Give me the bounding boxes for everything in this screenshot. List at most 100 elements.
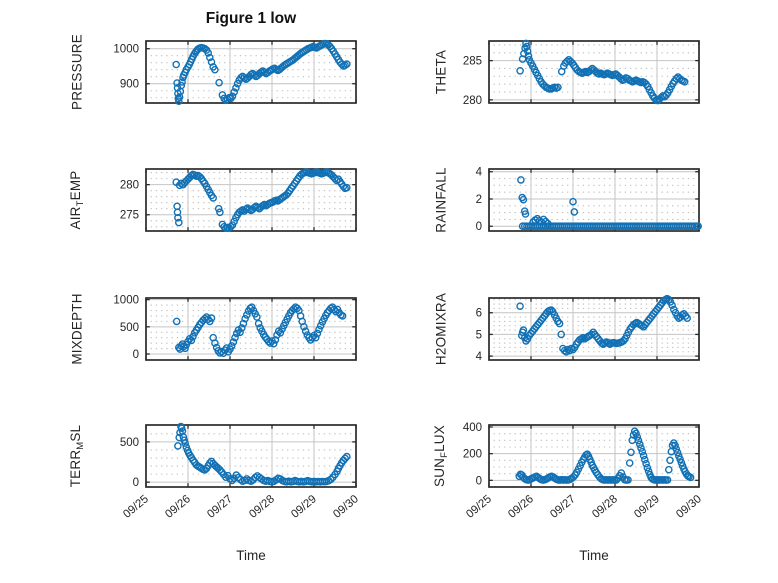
x-tick-label: 09/25 xyxy=(464,493,494,521)
data-point-marker xyxy=(313,329,322,338)
data-point-marker xyxy=(516,302,524,311)
data-point-marker xyxy=(172,60,180,69)
data-point-marker xyxy=(523,42,531,51)
data-point-marker xyxy=(227,342,236,350)
data-point-marker xyxy=(207,314,216,322)
data-point-marker xyxy=(229,338,238,346)
ylabel-sun_flux: SUNFLUX xyxy=(432,425,450,487)
data-point-marker xyxy=(624,476,632,484)
data-point-marker xyxy=(570,208,579,216)
ylabel-text: MIXDEPTH xyxy=(69,293,85,365)
data-points-mixdepth xyxy=(172,303,347,358)
ylabel-text: PRESSURE xyxy=(69,34,85,110)
data-point-marker xyxy=(686,473,695,482)
xlabel-time-left: Time xyxy=(236,548,266,563)
data-point-marker xyxy=(554,83,562,92)
data-point-marker xyxy=(205,53,214,62)
x-tick-label: 09/29 xyxy=(632,493,662,521)
data-point-marker xyxy=(326,475,335,484)
data-point-marker xyxy=(519,195,528,204)
data-point-marker xyxy=(216,208,224,217)
ylabel-h2omixra: H2OMIXRA xyxy=(434,293,449,365)
y-tick-label: 1000 xyxy=(113,44,139,56)
data-point-marker xyxy=(237,324,246,332)
x-tick-label: 09/30 xyxy=(674,493,704,521)
ylabel-text: THETA xyxy=(433,49,449,95)
axes-box xyxy=(145,40,357,104)
data-points-theta xyxy=(516,39,689,105)
axes-box xyxy=(145,168,357,232)
data-point-marker xyxy=(637,444,645,452)
data-point-marker xyxy=(174,97,183,105)
data-point-marker xyxy=(519,326,528,334)
y-tick-label: 0 xyxy=(133,349,139,361)
data-point-marker xyxy=(316,321,325,330)
subplot-theta: 280 285 xyxy=(463,39,700,107)
data-point-marker xyxy=(668,301,676,310)
data-point-marker xyxy=(211,65,219,74)
data-point-marker xyxy=(666,456,674,465)
data-point-marker xyxy=(204,49,212,57)
subplot-sun_flux: 0 200 400 09/25 09/26 09/27 09/28 09/29 09/30 xyxy=(463,422,704,521)
data-point-marker xyxy=(228,476,236,485)
y-tick-label: 0 xyxy=(133,477,139,489)
data-point-marker xyxy=(620,75,629,84)
data-point-marker xyxy=(665,465,673,474)
data-point-marker xyxy=(214,204,223,213)
ylabel-subscript: F xyxy=(438,451,450,458)
data-point-marker xyxy=(178,78,186,86)
ylabel-text: AIR xyxy=(68,206,84,230)
ylabel-text: TERR xyxy=(68,449,84,488)
y-tick-label: 280 xyxy=(120,180,139,192)
y-tick-label: 5 xyxy=(476,329,482,341)
data-point-marker xyxy=(207,58,216,66)
axes-box xyxy=(145,297,357,361)
axes-box xyxy=(488,168,700,232)
data-point-marker xyxy=(253,313,261,321)
data-point-marker xyxy=(663,476,672,484)
data-point-marker xyxy=(258,201,267,210)
y-tick-label: 900 xyxy=(120,79,139,91)
subplot-air_temp: 275 280 xyxy=(120,168,357,232)
data-point-marker xyxy=(672,74,681,83)
data-point-marker xyxy=(233,79,242,88)
ylabel-text: EMP xyxy=(68,170,84,201)
data-point-marker xyxy=(269,339,278,348)
y-tick-label: 6 xyxy=(476,308,482,320)
ylabel-air_temp: AIRTEMP xyxy=(68,171,86,230)
data-point-marker xyxy=(242,311,251,319)
subplot-terr_msl: 0 500 09/25 09/26 09/27 09/28 09/29 09/30 xyxy=(120,422,361,521)
data-point-marker xyxy=(174,442,182,450)
ylabel-mixdepth: MIXDEPTH xyxy=(70,293,85,364)
data-point-marker xyxy=(641,455,649,464)
y-tick-label: 285 xyxy=(463,56,482,68)
data-point-marker xyxy=(187,336,196,345)
data-point-marker xyxy=(236,328,244,337)
data-point-marker xyxy=(231,333,239,342)
axes-box xyxy=(488,297,700,361)
data-point-marker xyxy=(638,447,647,456)
y-tick-label: 0 xyxy=(476,475,482,487)
data-point-marker xyxy=(673,448,682,457)
x-tick-label: 09/28 xyxy=(247,493,277,521)
data-point-marker xyxy=(315,325,323,334)
data-point-marker xyxy=(337,60,346,68)
data-point-marker xyxy=(636,440,644,449)
data-point-marker xyxy=(276,328,285,337)
y-tick-label: 2 xyxy=(476,194,482,206)
axes-box xyxy=(488,424,700,488)
data-point-marker xyxy=(181,344,189,353)
data-point-marker xyxy=(215,78,223,87)
data-point-marker xyxy=(676,455,684,464)
data-point-marker xyxy=(226,222,235,231)
data-point-marker xyxy=(683,314,692,323)
subplot-mixdepth: 0 500 1000 xyxy=(113,295,357,361)
data-point-marker xyxy=(643,463,652,472)
data-point-marker xyxy=(230,217,238,226)
data-point-marker xyxy=(517,176,525,184)
data-point-marker xyxy=(342,60,351,68)
data-point-marker xyxy=(234,473,243,482)
data-point-marker xyxy=(230,88,238,96)
ylabel-subscript: T xyxy=(74,200,86,207)
ylabel-text: H2OMIXRA xyxy=(433,292,449,366)
